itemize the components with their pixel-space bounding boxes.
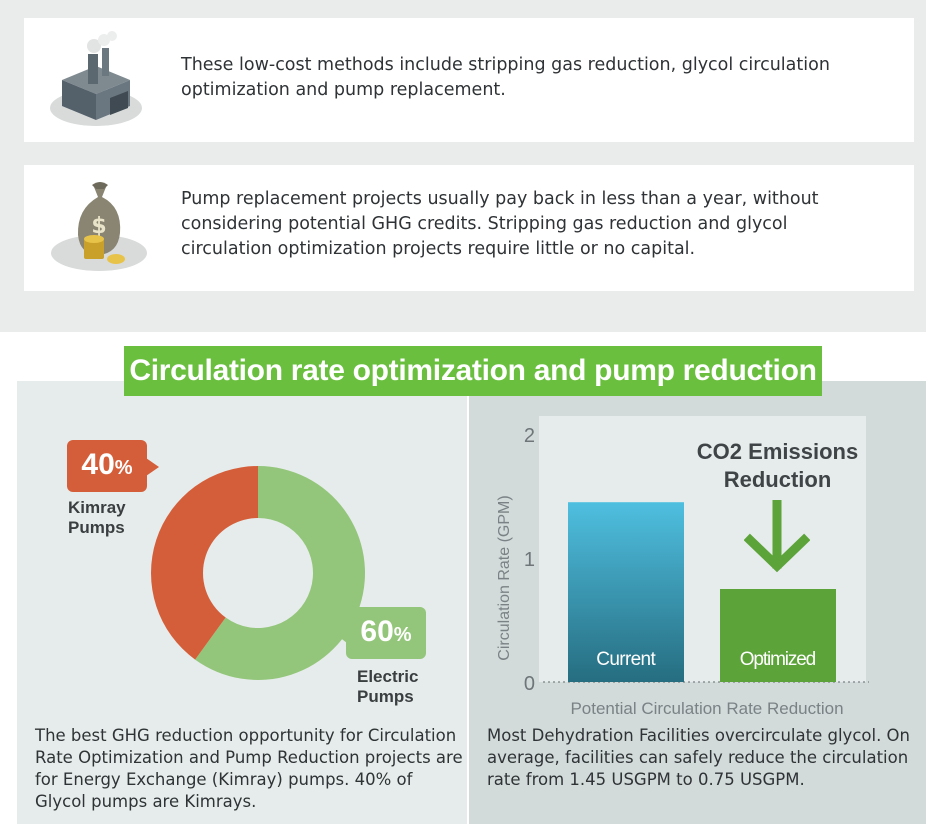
card-text: These low-cost methods include stripping… (181, 55, 830, 100)
electric-value-number: 60 (360, 615, 394, 648)
kimray-value-number: 40 (81, 448, 115, 481)
electric-value-unit: % (393, 624, 412, 646)
svg-text:$: $ (91, 214, 106, 239)
bar-label-optimized: Optimized (740, 649, 817, 670)
y-tick-label: 0 (524, 673, 535, 695)
info-card-low-cost: These low-cost methods include stripping… (24, 18, 914, 142)
pump-share-donut-chart (150, 466, 365, 680)
circulation-rate-description: Most Dehydration Facilities overcirculat… (487, 726, 911, 789)
kimray-bubble-shape (67, 440, 159, 492)
y-axis-label: Circulation Rate (GPM) (496, 495, 513, 660)
bar-current (568, 502, 684, 682)
down-arrow-icon (744, 500, 810, 573)
electric-callout: 60% (334, 607, 426, 659)
label-word: Pumps (357, 687, 414, 706)
info-card-payback: $ Pump replacement projects usually pay … (24, 165, 914, 291)
kimray-value-unit: % (114, 457, 133, 479)
label-word: Kimray (68, 498, 126, 517)
card-text: Pump replacement projects usually pay ba… (181, 189, 819, 259)
kimray-callout: 40% (67, 440, 159, 492)
emissions-reduction-label: CO2 Emissions Reduction (696, 439, 859, 492)
bar-optimized (720, 589, 836, 682)
money-bag-icon: $ (51, 182, 147, 271)
electric-bubble-shape (334, 607, 426, 659)
donut-slice-kimray-pumps (150, 466, 258, 660)
y-tick-label: 2 (524, 425, 535, 447)
factory-icon (50, 31, 142, 126)
pump-share-description: The best GHG reduction opportunity for C… (35, 726, 463, 811)
donut-slice-electric-pumps (195, 466, 365, 680)
y-tick-label: 1 (524, 549, 535, 571)
x-axis-label: Potential Circulation Rate Reduction (570, 699, 843, 718)
bar-label-current: Current (596, 649, 656, 670)
section-title: Circulation rate optimization and pump r… (124, 346, 822, 396)
kimray-value: 40% (67, 448, 147, 482)
kimray-label: Kimray Pumps (68, 498, 158, 538)
label-word: Electric (357, 667, 419, 686)
electric-value: 60% (346, 615, 426, 649)
intro-section: These low-cost methods include stripping… (0, 0, 926, 332)
electric-label: Electric Pumps (357, 667, 437, 707)
label-word: Pumps (68, 518, 125, 537)
circulation-rate-bar-chart: 0 1 2 Current Optimized Circulation Rate (GPM… (496, 416, 869, 718)
